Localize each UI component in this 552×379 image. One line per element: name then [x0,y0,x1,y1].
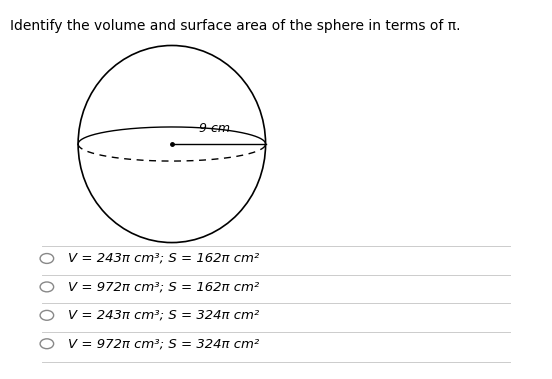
Text: 9 cm: 9 cm [199,122,230,135]
Text: V = 243π cm³; S = 324π cm²: V = 243π cm³; S = 324π cm² [68,309,259,322]
Text: V = 972π cm³; S = 324π cm²: V = 972π cm³; S = 324π cm² [68,337,259,350]
Text: V = 243π cm³; S = 162π cm²: V = 243π cm³; S = 162π cm² [68,252,259,265]
Text: V = 972π cm³; S = 162π cm²: V = 972π cm³; S = 162π cm² [68,280,259,293]
Text: Identify the volume and surface area of the sphere in terms of π.: Identify the volume and surface area of … [10,19,461,33]
